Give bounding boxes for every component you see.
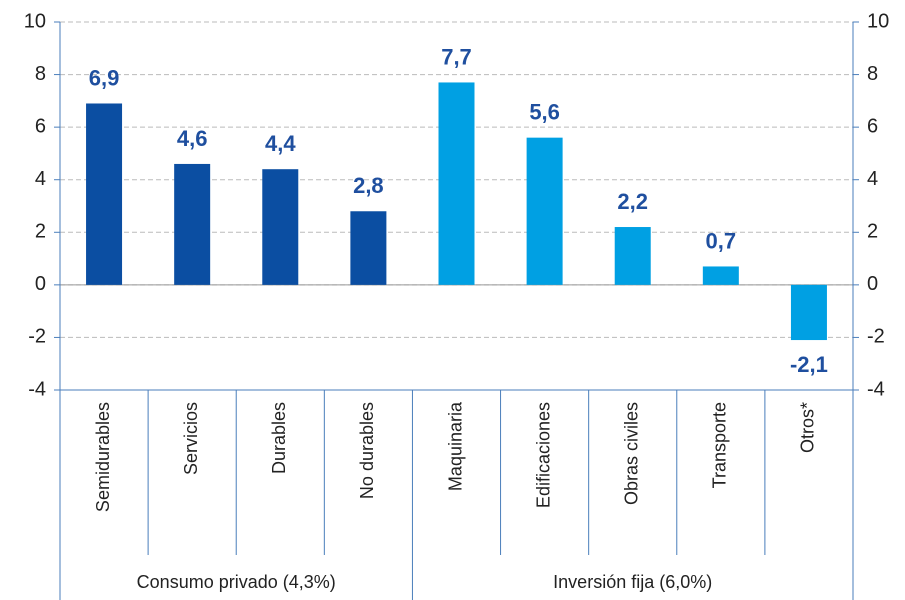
value-label: 5,6	[529, 99, 560, 124]
value-label: 4,4	[265, 131, 296, 156]
x-tick-label: Semidurables	[93, 402, 113, 512]
y-tick-label: 4	[35, 168, 46, 190]
x-tick-label: Durables	[269, 402, 289, 474]
value-label: 2,2	[617, 189, 648, 214]
group-label: Inversión fija (6,0%)	[553, 572, 712, 592]
y-tick-label: -4	[28, 378, 46, 400]
bar	[350, 211, 387, 285]
x-tick-label: Edificaciones	[533, 402, 553, 508]
bar	[174, 163, 211, 285]
y2-tick-label: 10	[867, 10, 889, 32]
value-label: -2,1	[790, 352, 828, 377]
y2-tick-label: 6	[867, 115, 878, 137]
y2-tick-label: 0	[867, 273, 878, 295]
y-tick-label: 0	[35, 273, 46, 295]
x-tick-label: No durables	[357, 402, 377, 499]
x-tick-label: Servicios	[181, 402, 201, 475]
bar	[262, 169, 299, 285]
value-label: 0,7	[706, 228, 737, 253]
value-label: 7,7	[441, 44, 472, 69]
x-tick-label: Transporte	[710, 402, 730, 488]
bar	[86, 103, 123, 285]
bar	[790, 284, 827, 341]
group-label: Consumo privado (4,3%)	[137, 572, 336, 592]
y2-tick-label: 2	[867, 221, 878, 243]
bar	[526, 137, 563, 285]
y2-tick-label: 4	[867, 168, 878, 190]
x-tick-label: Obras civiles	[621, 402, 641, 505]
y2-tick-label: -2	[867, 326, 885, 348]
value-label: 2,8	[353, 173, 384, 198]
value-label: 6,9	[89, 65, 120, 90]
y2-tick-label: 8	[867, 63, 878, 85]
y-tick-label: 8	[35, 63, 46, 85]
x-tick-label: Otros*	[798, 402, 818, 453]
x-tick-label: Maquinaria	[445, 401, 465, 491]
bar	[614, 227, 651, 285]
y-tick-label: 10	[24, 10, 46, 32]
bar	[438, 82, 475, 285]
value-label: 4,6	[177, 126, 208, 151]
y-tick-label: -2	[28, 326, 46, 348]
y-tick-label: 2	[35, 221, 46, 243]
y2-tick-label: -4	[867, 378, 885, 400]
bar	[702, 266, 739, 285]
y-tick-label: 6	[35, 115, 46, 137]
